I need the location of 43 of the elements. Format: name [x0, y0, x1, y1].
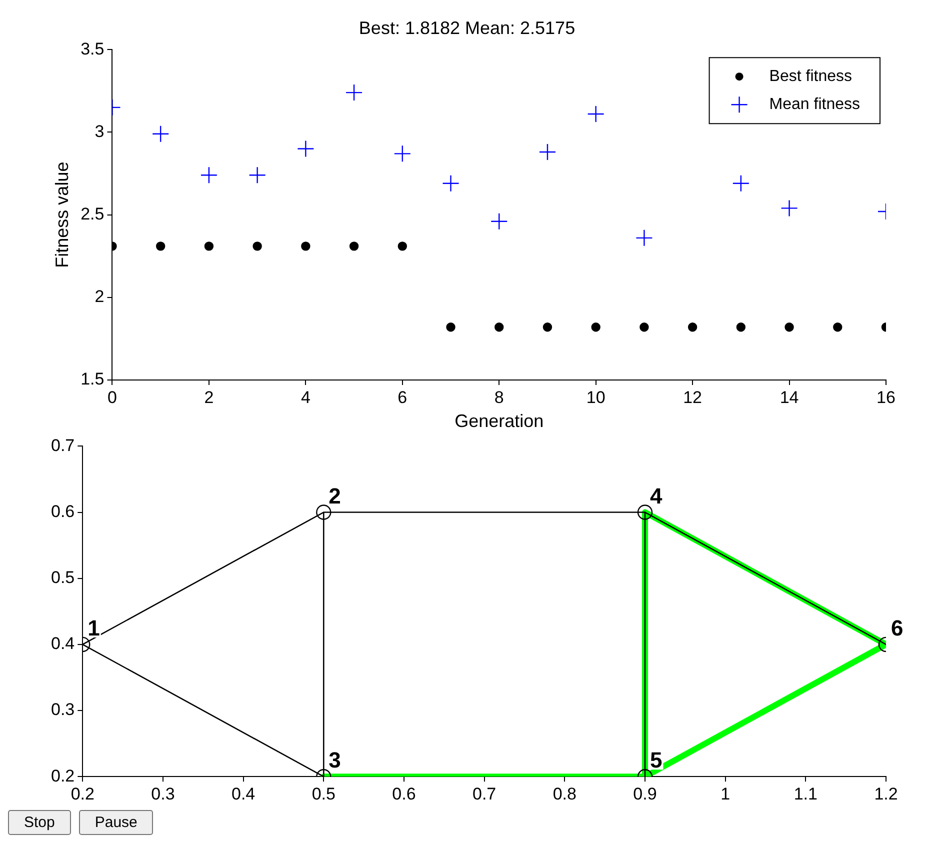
- x-tick-label: 14: [780, 388, 799, 407]
- annotation: 3: [328, 748, 341, 773]
- y-tick-label: 0.6: [50, 502, 75, 521]
- x-tick-label: 0.7: [472, 784, 496, 804]
- y-tick-label: 2.5: [80, 204, 104, 224]
- x-tick-label: 0.9: [633, 784, 657, 804]
- x-tick-label: 1.2: [874, 784, 898, 804]
- x-tick-label: 0.3: [151, 784, 175, 804]
- y-tick-label: 3: [94, 122, 104, 141]
- y-tick-label: 0.2: [50, 766, 75, 786]
- text: Stop: [8, 810, 71, 835]
- x-tick-label: 4: [300, 388, 310, 407]
- y-tick-label: 0.4: [50, 634, 75, 654]
- x-tick-label: 10: [586, 388, 606, 407]
- annotation: 5: [650, 748, 662, 773]
- x-tick-label: 1.1: [794, 784, 818, 804]
- annotation: 4: [650, 483, 663, 508]
- x-tick-label: 2: [204, 388, 214, 407]
- x-tick-label: 8: [494, 388, 504, 407]
- legend-label: Best fitness: [769, 68, 852, 86]
- x-tick-label: 0.5: [312, 784, 336, 804]
- x-tick-label: 0: [108, 388, 117, 407]
- x-tick-label: 0.4: [231, 784, 256, 804]
- annotation: 2: [328, 483, 341, 508]
- text: Pause: [78, 810, 154, 835]
- y-tick-label: 0.3: [50, 700, 75, 720]
- x-axis-title: Generation: [454, 411, 544, 432]
- y-tick-label: 0.5: [50, 568, 75, 588]
- x-tick-label: 1: [720, 784, 730, 804]
- x-tick-label: 12: [683, 388, 702, 407]
- y-tick-label: 3.5: [80, 39, 104, 58]
- annotation: 6: [891, 615, 904, 640]
- x-tick-label: 0.8: [552, 784, 576, 804]
- y-tick-label: 0.7: [50, 436, 75, 455]
- y-tick-label: 2: [94, 287, 104, 306]
- x-tick-label: 16: [876, 388, 896, 407]
- annotation: 1: [88, 615, 100, 640]
- y-axis-title: Fitness value: [52, 162, 72, 268]
- x-tick-label: 0.6: [392, 784, 416, 804]
- x-tick-label: 6: [398, 388, 408, 407]
- chart-title: Best: 1.8182 Mean: 2.5175: [358, 18, 576, 38]
- legend-label: Mean fitness: [769, 96, 860, 114]
- y-tick-label: 1.5: [80, 370, 104, 389]
